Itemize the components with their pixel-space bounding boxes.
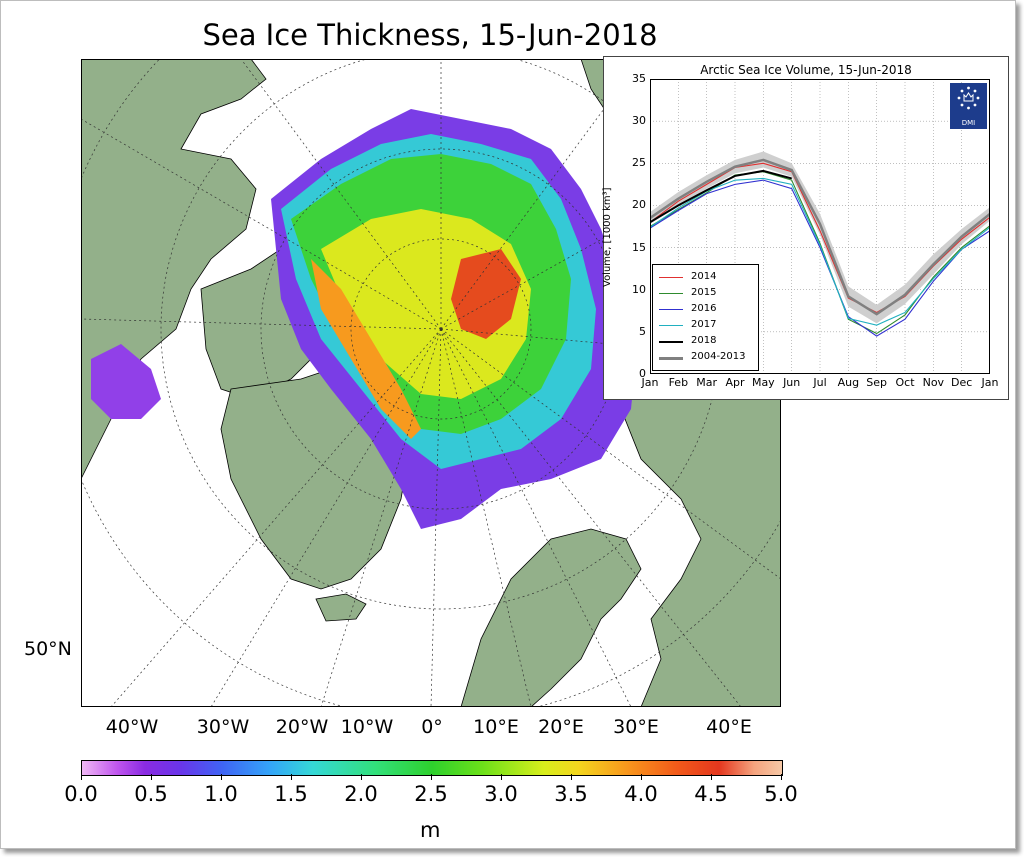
lon-label-40e: 40°E [706, 716, 752, 738]
x-tick-label: Aug [837, 376, 860, 389]
colorbar-tick-mark [711, 774, 712, 780]
colorbar-tick-label: 0.5 [134, 782, 168, 806]
colorbar-tick-mark [151, 774, 152, 780]
legend-label: 2017 [691, 319, 717, 330]
y-tick-label: 5 [639, 324, 646, 338]
sea-ice-red [451, 249, 521, 339]
lon-label-10w: 10°W [340, 716, 394, 738]
colorbar-tick-mark [81, 774, 82, 780]
x-tick-label: Mar [696, 376, 718, 389]
legend-swatch [659, 357, 683, 360]
legend-label: 2018 [691, 335, 717, 346]
x-tick-label: May [751, 376, 775, 389]
chart-title: Arctic Sea Ice Volume, 15-Jun-2018 [700, 63, 912, 77]
colorbar-tick-mark [641, 774, 642, 780]
x-tick-label: Sep [866, 376, 888, 389]
volume-plot-area [650, 79, 990, 374]
legend-label: 2004-2013 [691, 351, 746, 362]
legend-swatch [659, 277, 683, 278]
colorbar-tick-mark [781, 774, 782, 780]
legend-swatch [659, 293, 683, 294]
y-tick-label: 25 [632, 156, 646, 170]
y-tick-label: 35 [632, 72, 646, 85]
x-tick-label: Oct [895, 376, 915, 389]
x-tick-label: Feb [668, 376, 689, 389]
x-tick-label: Dec [951, 376, 973, 389]
lon-label-0: 0° [421, 716, 443, 738]
colorbar-tick-label: 0.0 [64, 782, 98, 806]
arctic-map [81, 59, 781, 707]
legend-swatch [659, 341, 683, 343]
legend-swatch [659, 325, 683, 326]
colorbar-tick-mark [361, 774, 362, 780]
y-tick-label: 15 [632, 240, 646, 254]
colorbar-tick-label: 4.0 [624, 782, 658, 806]
series-line-2016 [650, 179, 990, 337]
volume-chart-inset: Arctic Sea Ice Volume, 15-Jun-2018 Volum… [602, 56, 1009, 400]
dmi-logo-text: DMI [961, 119, 976, 127]
legend-swatch [659, 309, 683, 310]
lon-label-10e: 10°E [473, 716, 519, 738]
iceland-land [315, 593, 367, 622]
lon-label-20w: 20°W [275, 716, 329, 738]
series-line-2004-2013 [650, 158, 990, 316]
colorbar-tick-mark [501, 774, 502, 780]
legend-label: 2014 [691, 271, 717, 282]
legend-label: 2016 [691, 303, 717, 314]
colorbar-tick-label: 3.5 [554, 782, 588, 806]
legend-label: 2015 [691, 287, 717, 298]
y-tick-label: 0 [639, 367, 646, 380]
y-tick-label: 30 [632, 114, 646, 128]
x-tick-label: Jan [981, 376, 999, 389]
colorbar-tick-mark [571, 774, 572, 780]
scandinavia-land [460, 528, 642, 707]
x-tick-label: Nov [922, 376, 945, 389]
colorbar-tick-label: 2.0 [344, 782, 378, 806]
colorbar-tick-mark [221, 774, 222, 780]
colorbar-tick-mark [291, 774, 292, 780]
lon-label-20e: 20°E [538, 716, 584, 738]
colorbar-tick-label: 5.0 [764, 782, 798, 806]
crown-icon [957, 86, 980, 110]
chart-legend: 2014 2015 2016 2017 2018 2004-2013 [652, 264, 759, 371]
x-tick-label: Jan [641, 376, 659, 389]
colorbar-unit: m [420, 818, 441, 842]
sea-ice-hudson [91, 344, 161, 419]
y-tick-label: 10 [632, 282, 646, 296]
lon-label-30w: 30°W [196, 716, 250, 738]
x-tick-label: Jul [813, 376, 827, 389]
x-tick-label: Jun [783, 376, 801, 389]
lon-label-30e: 30°E [613, 716, 659, 738]
plot-frame [650, 79, 990, 374]
series-line-2018 [650, 169, 792, 224]
colorbar [81, 760, 783, 776]
colorbar-tick-label: 1.0 [204, 782, 238, 806]
sea-ice-orange [311, 259, 421, 439]
x-tick-label: Apr [725, 376, 745, 389]
y-tick-label: 20 [632, 198, 646, 212]
figure-title: Sea Ice Thickness, 15-Jun-2018 [202, 18, 658, 52]
colorbar-tick-label: 3.0 [484, 782, 518, 806]
colorbar-tick-mark [431, 774, 432, 780]
colorbar-tick-label: 2.5 [414, 782, 448, 806]
y-axis-label: Volume, [1000 km³] [602, 187, 613, 287]
colorbar-tick-label: 4.5 [694, 782, 728, 806]
dmi-logo: DMI [950, 83, 987, 129]
lat-label-50n: 50°N [24, 638, 72, 660]
colorbar-tick-label: 1.5 [274, 782, 308, 806]
series-line-2015 [650, 171, 990, 335]
lon-label-40w: 40°W [105, 716, 159, 738]
